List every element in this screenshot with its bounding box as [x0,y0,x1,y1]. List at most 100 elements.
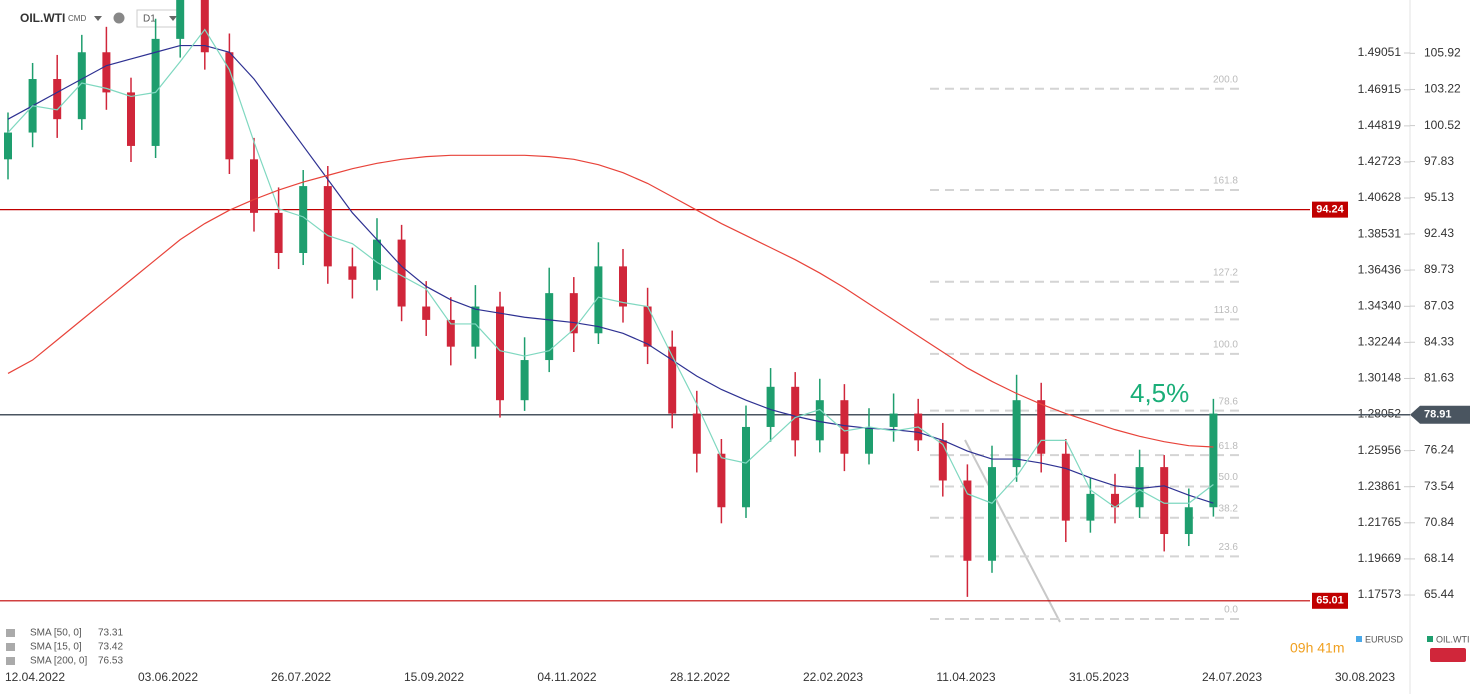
candle-body [1037,400,1046,454]
candle-body [471,306,480,347]
legend-icon [6,643,15,651]
y2-tick-label: 1.40628 [1358,190,1402,204]
candle-body [323,186,332,267]
annotation: 4,5% [1130,378,1189,408]
x-tick-label: 15.09.2022 [404,670,464,684]
x-tick-label: 03.06.2022 [138,670,198,684]
candle-body [988,467,996,561]
y-tick-label: 68.14 [1424,551,1454,565]
legend-value: 73.31 [98,628,123,639]
price-tag-bg [1410,405,1470,424]
candle-body [1061,453,1070,521]
candle-body [1135,467,1144,508]
x-tick-label: 30.08.2023 [1335,670,1395,684]
x-tick-label: 28.12.2022 [670,670,730,684]
y2-tick-label: 1.28052 [1358,407,1402,421]
candle-body [373,239,381,280]
candle-body [127,92,135,146]
y2-tick-label: 1.19669 [1358,551,1402,565]
dropdown-arrow[interactable] [94,16,102,21]
legend-value: 76.53 [98,656,123,667]
legend-icon [6,657,15,665]
y-tick-label: 87.03 [1424,298,1454,312]
candle-body [840,400,849,454]
price-tag: 78.91 [1424,409,1452,421]
candle-body [77,52,86,120]
candle-body [889,413,898,427]
candle-body [1086,493,1095,521]
y-tick-label: 105.92 [1424,46,1461,60]
price-tag-bg [1312,592,1348,609]
candle-body [422,306,431,320]
legend-name: SMA [50, 0] [30,628,82,639]
y-tick-label: 73.54 [1424,479,1454,493]
y2-tick-label: 1.44819 [1358,118,1402,132]
symbol[interactable]: OIL.WTI [20,11,65,25]
instrument-name[interactable]: EURUSD [1365,634,1404,644]
candle-body [1209,413,1218,508]
info-icon[interactable] [113,12,125,24]
y-tick-label: 95.13 [1424,190,1454,204]
dropdown-arrow[interactable] [169,16,177,21]
y-tick-label: 100.52 [1424,118,1461,132]
candle-body [569,293,578,334]
price-tag: 65.01 [1316,595,1344,607]
y-tick-label: 70.84 [1424,515,1454,529]
y2-tick-label: 1.21765 [1358,515,1402,529]
candle-body [200,0,209,53]
legend-value: 73.42 [98,642,123,653]
y-tick-label: 76.24 [1424,443,1454,457]
x-tick-label: 22.02.2023 [803,670,863,684]
candle-body [102,52,111,93]
fib-label: 0.0 [1224,605,1238,616]
y-tick-label: 89.73 [1424,262,1454,276]
y-tick-label: 92.43 [1424,226,1454,240]
fib-label: 161.8 [1213,176,1238,187]
candle-body [53,79,62,120]
candle-body [815,400,824,441]
candle-body [717,453,726,508]
x-tick-label: 11.04.2023 [936,670,995,684]
legend-name: SMA [200, 0] [30,656,87,667]
candle-body [4,132,12,160]
candle-body [1012,400,1021,468]
market: CMD [68,14,86,23]
x-tick-label: 12.04.2022 [5,670,65,684]
candle-body [865,426,873,454]
y-tick-label: 81.63 [1424,371,1454,385]
fib-label: 200.0 [1213,74,1238,85]
fib-label: 50.0 [1219,472,1239,483]
fib-label: 78.6 [1219,396,1239,407]
fib-label: 61.8 [1219,441,1239,452]
y-tick-label: 103.22 [1424,82,1461,96]
candle-body [938,440,947,481]
trend-line [964,439,1061,623]
y2-tick-label: 1.49051 [1358,45,1402,59]
y2-tick-label: 1.38531 [1358,226,1402,240]
candle-body [520,360,529,401]
candle-body [594,266,603,334]
instrument-name[interactable]: OIL.WTI [1436,634,1470,644]
y2-tick-label: 1.46915 [1358,82,1402,96]
y2-tick-label: 1.36436 [1358,262,1402,276]
x-tick-label: 26.07.2022 [271,670,331,684]
toolbar: OIL.WTI CMD D1 [20,9,182,28]
close-button[interactable] [1430,648,1466,662]
candle-body [668,346,677,414]
candle-body [692,413,701,454]
x-tick-label: 24.07.2023 [1202,670,1262,684]
legend-name: SMA [15, 0] [30,642,82,653]
candle-body [791,386,800,441]
candle-body [1184,507,1193,535]
candle-body [545,293,554,361]
countdown: 09h 41m [1290,640,1344,656]
y-tick-label: 97.83 [1424,154,1454,168]
x-tick-label: 31.05.2023 [1069,670,1129,684]
sma-line [7,28,1214,508]
candle-body [1111,493,1119,508]
y-tick-label: 84.33 [1424,334,1454,348]
timeframe[interactable]: D1 [143,14,156,25]
candle-body [299,186,308,253]
